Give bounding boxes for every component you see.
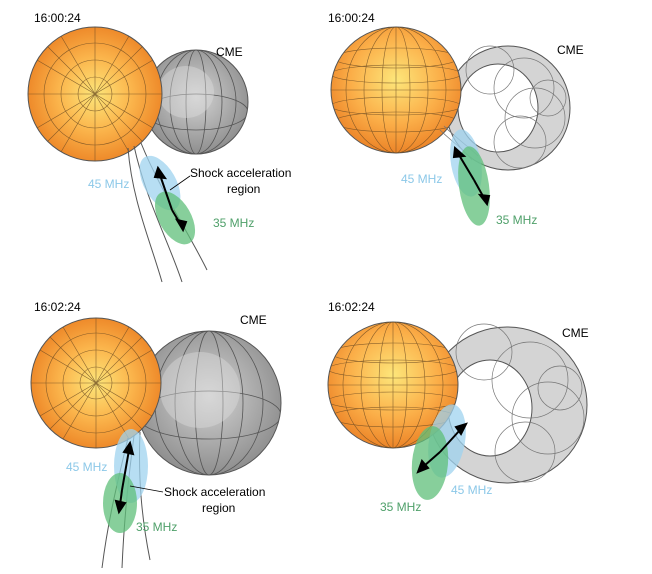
- panel-1-cme-sphere: [143, 49, 249, 155]
- panel-3-shock-arrow: [114, 440, 135, 515]
- panel-1-shock-arrow: [153, 165, 188, 233]
- panel-1: 16:00:24 CME: [27, 11, 291, 283]
- panel-4: 16:02:24 CME: [327, 300, 589, 514]
- panel-3-sun: [30, 317, 162, 449]
- panel-2: 16:00:24 CME: [328, 11, 584, 227]
- panel-3-time: 16:02:24: [34, 300, 81, 314]
- panel-4-35mhz-region: [411, 426, 449, 500]
- panel-2-45mhz-label: 45 MHz: [401, 172, 442, 186]
- panel-4-time: 16:02:24: [328, 300, 375, 314]
- panel-3: 16:02:24 CME: [30, 300, 282, 569]
- panel-3-cme-sphere: [136, 330, 282, 476]
- panel-3-annotation-line2: region: [202, 501, 235, 515]
- panel-1-annotation-line1: Shock acceleration: [190, 166, 291, 180]
- panel-2-time: 16:00:24: [328, 11, 375, 25]
- panel-1-annotation-pointer: [169, 175, 191, 191]
- panel-4-sun: [327, 321, 459, 449]
- panel-2-sun: [330, 26, 462, 154]
- panel-3-annotation-line1: Shock acceleration: [164, 485, 265, 499]
- panel-2-shock-arrow: [452, 145, 491, 207]
- panel-2-35mhz-label: 35 MHz: [496, 213, 537, 227]
- panel-1-sun: [27, 26, 163, 162]
- panel-4-35mhz-label: 35 MHz: [380, 500, 421, 514]
- panel-3-annotation-pointer: [129, 485, 164, 493]
- panel-1-time: 16:00:24: [34, 11, 81, 25]
- panel-1-35mhz-region: [154, 191, 196, 245]
- panel-1-35mhz-label: 35 MHz: [213, 216, 254, 230]
- panel-4-cme-label: CME: [562, 326, 589, 340]
- panel-1-annotation-line2: region: [227, 182, 260, 196]
- panel-3-45mhz-label: 45 MHz: [66, 460, 107, 474]
- panel-2-cme-label: CME: [557, 43, 584, 57]
- panel-1-cme-label: CME: [216, 45, 243, 59]
- panel-4-cme-torus: [426, 323, 588, 484]
- panel-1-45mhz-label: 45 MHz: [88, 177, 129, 191]
- panel-4-shock-arrow: [416, 422, 468, 474]
- panel-3-35mhz-label: 35 MHz: [136, 520, 177, 534]
- panel-3-cme-label: CME: [240, 313, 267, 327]
- panel-4-45mhz-label: 45 MHz: [451, 483, 492, 497]
